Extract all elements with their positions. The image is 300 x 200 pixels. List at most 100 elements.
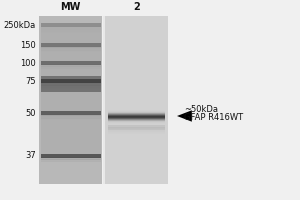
Bar xyxy=(108,124,165,125)
Bar xyxy=(108,126,165,127)
Bar xyxy=(108,128,165,130)
Bar xyxy=(40,47,100,48)
Bar xyxy=(40,43,100,47)
Bar xyxy=(108,125,165,126)
Bar xyxy=(40,159,100,160)
Bar xyxy=(108,110,165,111)
Bar xyxy=(108,125,165,126)
Bar xyxy=(108,112,165,113)
Bar xyxy=(40,26,100,27)
Bar xyxy=(40,84,100,85)
Text: 2: 2 xyxy=(133,2,140,12)
Bar xyxy=(40,115,100,116)
Bar xyxy=(40,115,100,154)
Bar xyxy=(40,116,100,117)
Bar xyxy=(40,161,100,162)
Bar xyxy=(40,47,100,61)
Bar xyxy=(40,27,100,28)
Text: GFAP R416WT: GFAP R416WT xyxy=(184,112,244,121)
Bar xyxy=(40,27,100,43)
Bar xyxy=(108,133,165,134)
Bar xyxy=(108,109,165,110)
Text: MW: MW xyxy=(60,2,81,12)
Bar xyxy=(108,119,165,120)
Text: ~50kDa: ~50kDa xyxy=(184,104,218,114)
Bar xyxy=(108,115,165,116)
Bar xyxy=(40,64,100,65)
Bar xyxy=(40,46,100,47)
Text: 250kDa: 250kDa xyxy=(4,21,36,29)
Bar xyxy=(40,32,100,33)
Bar xyxy=(108,117,165,118)
Bar xyxy=(40,117,100,118)
Bar xyxy=(39,16,102,184)
Bar xyxy=(40,66,100,67)
Bar xyxy=(40,50,100,51)
Bar xyxy=(40,64,100,65)
Bar xyxy=(40,157,100,158)
Bar xyxy=(108,108,165,109)
Bar xyxy=(40,85,100,86)
Bar xyxy=(40,82,100,83)
Bar xyxy=(40,79,100,83)
Bar xyxy=(40,118,100,119)
Bar xyxy=(108,113,165,114)
Bar xyxy=(40,88,100,89)
Bar xyxy=(40,157,100,158)
Bar xyxy=(108,116,165,117)
Bar xyxy=(40,68,100,69)
Bar xyxy=(108,122,165,123)
Bar xyxy=(40,118,100,119)
Text: 100: 100 xyxy=(20,58,36,68)
Bar xyxy=(108,121,165,122)
Bar xyxy=(108,127,165,128)
Polygon shape xyxy=(177,110,192,122)
Bar xyxy=(40,67,100,68)
Bar xyxy=(40,49,100,50)
Bar xyxy=(108,114,165,115)
Bar xyxy=(40,159,100,160)
Text: 50: 50 xyxy=(26,108,36,117)
Bar xyxy=(40,33,100,34)
Bar xyxy=(40,51,100,52)
Bar xyxy=(40,83,100,111)
Bar xyxy=(40,65,100,66)
Text: 150: 150 xyxy=(20,40,36,49)
Bar xyxy=(108,132,165,133)
Bar xyxy=(40,111,100,115)
Bar xyxy=(108,131,165,132)
Bar xyxy=(108,127,165,129)
Bar xyxy=(103,16,105,184)
Bar xyxy=(108,123,165,124)
Bar xyxy=(40,61,100,65)
Bar xyxy=(108,130,165,131)
Bar xyxy=(40,76,100,92)
Bar xyxy=(108,120,165,121)
Bar xyxy=(40,83,100,84)
Bar xyxy=(40,119,100,120)
Text: 75: 75 xyxy=(26,76,36,86)
Bar xyxy=(40,160,100,161)
Bar xyxy=(40,65,100,79)
Bar xyxy=(105,16,168,184)
Bar xyxy=(40,68,100,69)
Bar xyxy=(40,23,100,27)
Bar xyxy=(40,85,100,86)
Bar xyxy=(108,118,165,119)
Bar xyxy=(108,129,165,130)
Bar xyxy=(40,28,100,29)
Bar xyxy=(40,114,100,115)
Bar xyxy=(40,29,100,30)
Bar xyxy=(40,48,100,49)
Bar xyxy=(40,161,100,162)
Bar xyxy=(40,31,100,32)
Bar xyxy=(40,47,100,48)
Bar xyxy=(40,30,100,31)
Bar xyxy=(40,115,100,116)
Text: 37: 37 xyxy=(25,152,36,160)
Bar xyxy=(40,86,100,87)
Bar xyxy=(40,87,100,88)
Bar xyxy=(40,50,100,51)
Bar xyxy=(108,111,165,112)
Bar xyxy=(40,154,100,158)
